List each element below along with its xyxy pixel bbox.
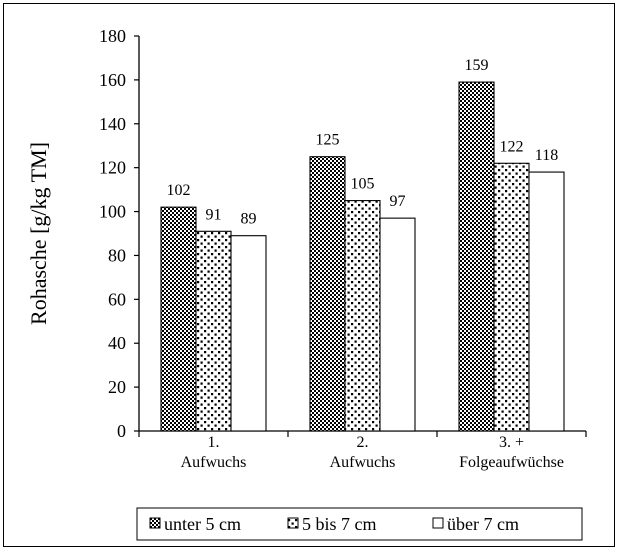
bar [161, 207, 196, 431]
y-tick-label: 0 [117, 421, 126, 441]
y-tick-label: 60 [108, 289, 126, 309]
bar [529, 172, 564, 431]
data-label: 89 [241, 211, 257, 228]
legend-label: über 7 cm [447, 514, 519, 534]
bars: 102 91 89 125 105 97 159 122 118 [161, 57, 564, 431]
y-tick-label: 80 [108, 245, 126, 265]
legend-label: 5 bis 7 cm [302, 514, 377, 534]
y-tick-label: 140 [99, 114, 126, 134]
data-label: 97 [390, 193, 406, 210]
y-tick-label: 160 [99, 70, 126, 90]
legend-label: unter 5 cm [164, 514, 241, 534]
bar [380, 218, 415, 431]
legend-swatch [433, 518, 443, 528]
bar [494, 163, 529, 431]
x-category-label: 1. [208, 434, 220, 451]
x-category-label: Aufwuchs [181, 454, 247, 471]
y-tick-label: 20 [108, 377, 126, 397]
y-axis-title: Rohasche [g/kg TM] [26, 142, 51, 325]
data-label: 102 [167, 182, 191, 199]
data-label: 118 [535, 147, 558, 164]
legend-swatch [150, 518, 160, 528]
x-category-label: 2. [357, 434, 369, 451]
legend: unter 5 cm 5 bis 7 cm über 7 cm [137, 508, 582, 540]
legend-swatch [288, 518, 298, 528]
bar [459, 82, 494, 431]
y-tick-label: 180 [99, 26, 126, 46]
data-label: 159 [465, 57, 489, 74]
data-label: 105 [351, 176, 375, 193]
bar [196, 231, 231, 431]
data-label: 122 [500, 138, 524, 155]
data-label: 91 [206, 206, 222, 223]
y-tick-label: 40 [108, 333, 126, 353]
y-tick-label: 100 [99, 202, 126, 222]
x-category-label: Folgeaufwüchse [459, 454, 564, 471]
x-category-label: Aufwuchs [330, 454, 396, 471]
y-tick-label: 120 [99, 158, 126, 178]
bar [231, 236, 266, 431]
bar [310, 157, 345, 431]
x-category-label: 3. + [499, 434, 524, 451]
data-label: 125 [316, 132, 340, 149]
bar [345, 201, 380, 431]
